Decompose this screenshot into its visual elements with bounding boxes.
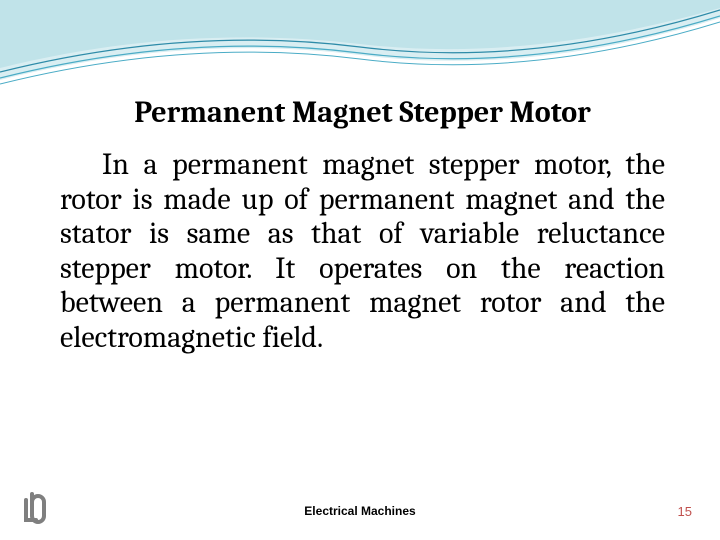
wave-line-3 [0, 22, 720, 84]
footer-label: Electrical Machines [304, 504, 415, 518]
wave-line-1 [0, 16, 720, 78]
wave-decoration [0, 0, 720, 90]
wave-line-2 [0, 10, 720, 72]
slide-title: Permanent Magnet Stepper Motor [60, 95, 665, 130]
slide-body: In a permanent magnet stepper motor, the… [60, 148, 665, 355]
slide-content: Permanent Magnet Stepper Motor In a perm… [60, 95, 665, 355]
page-number: 15 [678, 504, 692, 519]
wave-fill-mid [0, 0, 720, 68]
slide-footer: Electrical Machines 15 [0, 504, 720, 528]
wave-fill-light [0, 0, 720, 80]
